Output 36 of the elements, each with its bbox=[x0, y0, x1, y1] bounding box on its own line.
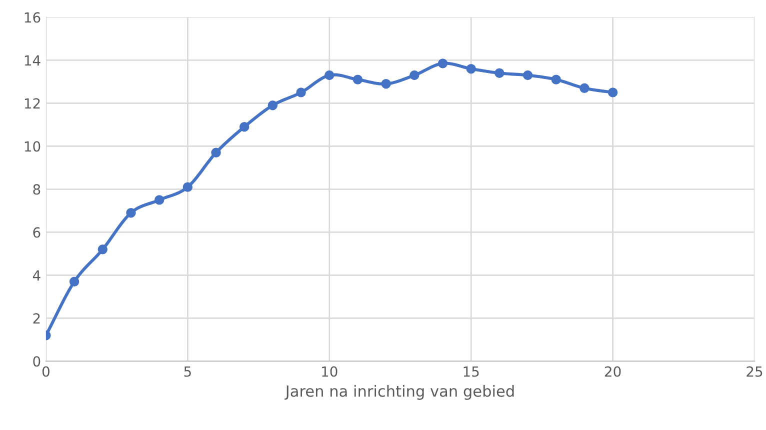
point bbox=[551, 74, 561, 84]
x-tick-label: 20 bbox=[604, 366, 621, 377]
point bbox=[211, 148, 221, 158]
point bbox=[268, 100, 278, 110]
y-tick-label: 6 bbox=[33, 227, 40, 238]
x-tick-label: 25 bbox=[746, 366, 762, 377]
y-tick-label: 0 bbox=[33, 356, 40, 367]
point bbox=[182, 182, 193, 192]
point bbox=[296, 88, 306, 98]
x-tick-label: 5 bbox=[184, 366, 191, 377]
x-tick-label: 10 bbox=[322, 366, 338, 377]
y-tick-label: 4 bbox=[32, 270, 40, 280]
point bbox=[580, 83, 590, 94]
y-tick-label: 2 bbox=[33, 313, 40, 324]
y-tick-label: 8 bbox=[33, 184, 40, 195]
point bbox=[239, 122, 250, 132]
y-tick-label: 12 bbox=[24, 98, 40, 108]
x-axis-title: Jaren na inrichting van gebied bbox=[284, 385, 514, 400]
y-tick-label: 14 bbox=[24, 55, 40, 66]
y-tick-label: 10 bbox=[24, 141, 40, 152]
point bbox=[522, 70, 533, 80]
point bbox=[352, 74, 363, 84]
x-tick-label: 15 bbox=[464, 366, 479, 377]
point bbox=[494, 68, 504, 78]
y-tick-label: 16 bbox=[24, 12, 40, 23]
point bbox=[381, 78, 391, 89]
point bbox=[69, 276, 80, 287]
point bbox=[410, 70, 420, 80]
point bbox=[324, 70, 334, 80]
point bbox=[98, 244, 108, 254]
point bbox=[438, 58, 448, 68]
point bbox=[154, 195, 164, 205]
x-tick-label: 0 bbox=[42, 366, 50, 377]
point bbox=[466, 64, 476, 74]
point bbox=[608, 88, 618, 98]
point bbox=[126, 208, 136, 218]
